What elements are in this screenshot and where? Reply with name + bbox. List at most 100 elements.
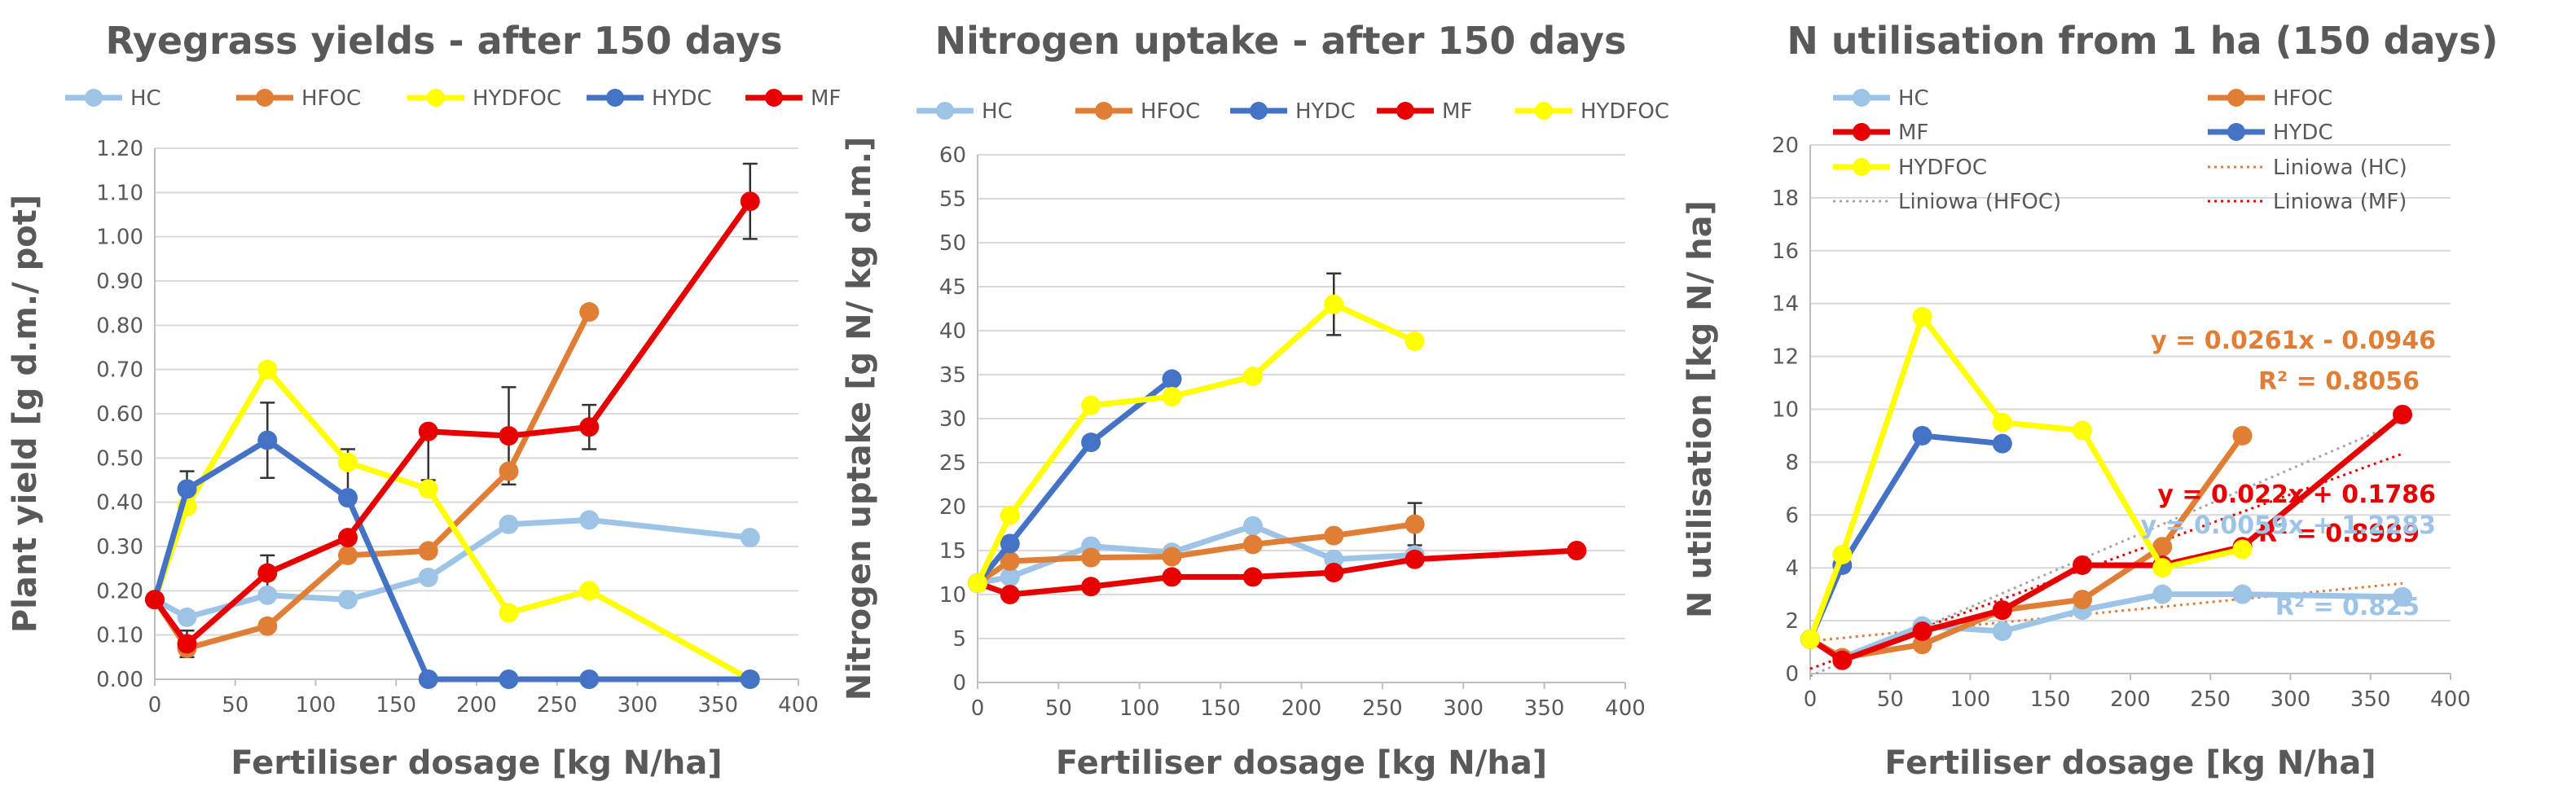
data-point-hydfoc — [1404, 331, 1425, 351]
x-tick-label: 100 — [1119, 696, 1160, 721]
x-tick-label: 350 — [1524, 696, 1565, 721]
y-tick-label: 6 — [1785, 503, 1799, 528]
data-point-hfoc — [2232, 425, 2253, 446]
legend-label: HFOC — [301, 86, 361, 111]
x-axis-title: Fertiliser dosage [kg N/ha] — [231, 744, 722, 782]
y-tick-label: 0.70 — [96, 358, 143, 383]
series-line-hc — [1809, 591, 2403, 661]
legend-marker — [936, 102, 954, 120]
x-tick-label: 0 — [1804, 687, 1818, 712]
y-tick-label: 1.10 — [96, 181, 143, 205]
legend-label: HYDFOC — [473, 86, 561, 111]
legend-marker — [1396, 102, 1414, 120]
y-tick-label: 0.60 — [96, 402, 143, 427]
legend-entry: MF — [1377, 99, 1472, 124]
legend-label: MF — [1898, 121, 1928, 145]
y-tick-label: 1.00 — [96, 226, 143, 250]
x-tick-label: 200 — [1281, 696, 1322, 721]
data-point-hc — [1992, 621, 2012, 642]
y-tick-label: 0 — [952, 671, 966, 696]
data-point-mf — [1992, 600, 2012, 621]
data-point-mf — [257, 563, 278, 583]
legend-label: HYDFOC — [1580, 99, 1669, 124]
regression-equation: y = 0.0059x + 1.2283 — [2141, 511, 2437, 540]
data-point-hc — [579, 510, 600, 530]
data-point-hydc — [499, 669, 519, 689]
legend-marker — [85, 89, 103, 107]
y-tick-label: 12 — [1772, 345, 1799, 370]
data-point-mf — [145, 590, 165, 610]
data-point-hydfoc — [1912, 306, 1932, 327]
series-line-hydfoc — [974, 301, 1417, 585]
data-point-hfoc — [1162, 546, 1182, 567]
r-squared-label: R² = 0.8989 — [2258, 520, 2420, 548]
legend-marker — [1250, 102, 1268, 120]
legend-marker — [606, 89, 624, 107]
data-point-mf — [338, 528, 358, 548]
data-point-mf — [1162, 567, 1182, 587]
data-point-hydc — [1081, 432, 1101, 453]
y-tick-label: 40 — [939, 319, 966, 344]
data-point-hydc — [177, 479, 197, 499]
legend-entry: HFOC — [236, 86, 361, 111]
data-point-hc — [338, 590, 358, 610]
legend-label: HYDFOC — [1898, 156, 1987, 180]
data-point-hydfoc — [2073, 420, 2093, 441]
legend-marker — [1853, 123, 1870, 141]
data-point-hydc — [740, 669, 760, 689]
legend-label: HC — [130, 86, 161, 111]
legend-entry: Liniowa (HFOC) — [1833, 190, 2061, 214]
y-tick-label: 5 — [952, 627, 966, 652]
data-point-hydfoc — [1324, 294, 1344, 314]
x-tick-label: 200 — [456, 693, 497, 718]
data-point-hc — [1000, 567, 1020, 587]
data-point-mf — [1000, 585, 1020, 604]
data-point-mf — [740, 191, 760, 212]
chart-panel-1: Ryegrass yields - after 150 days 0.00 0.10… — [7, 19, 841, 782]
data-point-hfoc — [499, 461, 519, 481]
y-tick-label: 60 — [939, 143, 966, 168]
legend-entry: HFOC — [1075, 99, 1200, 124]
data-point-hfoc — [1000, 551, 1020, 571]
legend-label: HC — [1898, 86, 1929, 111]
legend-entry: HFOC — [2208, 86, 2332, 111]
data-point-mf — [2393, 404, 2413, 424]
y-tick-label: 0.10 — [96, 624, 143, 648]
data-point-mf — [418, 421, 438, 441]
x-tick-label: 250 — [2190, 687, 2231, 712]
legend-entry: HYDFOC — [1515, 99, 1669, 124]
x-tick-label: 350 — [2350, 687, 2391, 712]
chart-title: Nitrogen uptake - after 150 days — [935, 19, 1627, 63]
legend-entry: HC — [65, 86, 161, 111]
regression-equation: y = 0.0261x - 0.0946 — [2151, 327, 2436, 355]
data-point-mf — [1242, 567, 1263, 587]
legend-label: MF — [1442, 99, 1472, 124]
series-line-mf — [976, 547, 1577, 598]
data-point-hfoc — [579, 302, 600, 323]
series-line-hydc — [1807, 432, 2003, 641]
data-point-hydfoc — [968, 573, 987, 593]
legend-label: Liniowa (HFOC) — [1898, 190, 2061, 214]
x-tick-label: 100 — [296, 693, 336, 718]
y-tick-label: 0.50 — [96, 446, 143, 471]
r-squared-label: R² = 0.825 — [2275, 593, 2420, 621]
legend-entry: HYDC — [2208, 121, 2333, 145]
y-tick-label: 0.30 — [96, 535, 143, 560]
legend-marker — [1853, 158, 1870, 176]
data-point-hydc — [1162, 369, 1182, 389]
regression-equation: y = 0.022x + 0.1786 — [2157, 481, 2436, 509]
y-tick-label: 2 — [1785, 609, 1799, 634]
y-tick-label: 35 — [939, 363, 966, 388]
x-tick-label: 50 — [222, 693, 248, 718]
y-tick-label: 1.20 — [96, 137, 143, 161]
y-tick-label: 20 — [1772, 134, 1799, 158]
data-point-mf — [1404, 549, 1425, 569]
y-axis-title: Plant yield [g d.m./ pot] — [7, 195, 44, 633]
x-tick-label: 400 — [778, 693, 819, 718]
data-point-hydfoc — [418, 479, 438, 499]
y-tick-label: 8 — [1785, 450, 1799, 475]
legend-entry: HYDC — [587, 86, 712, 111]
x-axis-title: Fertiliser dosage [kg N/ha] — [1056, 744, 1547, 782]
y-tick-label: 10 — [939, 583, 966, 608]
series-line-hydc — [152, 437, 750, 683]
